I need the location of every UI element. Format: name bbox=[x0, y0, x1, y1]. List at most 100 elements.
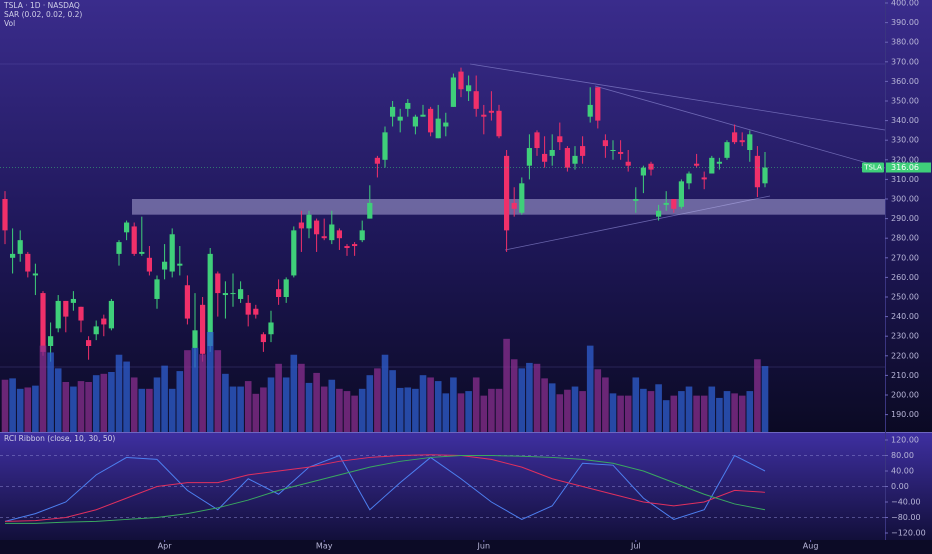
y-tick-label: 340.00 bbox=[891, 116, 919, 125]
y-tick-label: 370.00 bbox=[891, 57, 919, 66]
volume-bar bbox=[16, 388, 24, 432]
volume-bar bbox=[617, 395, 624, 432]
candle-body bbox=[739, 140, 745, 143]
y-tick-label: 230.00 bbox=[891, 332, 919, 341]
volume-bar bbox=[298, 363, 305, 432]
volume-bar bbox=[244, 381, 252, 432]
candle-body bbox=[25, 253, 31, 272]
volume-bar bbox=[465, 391, 472, 432]
volume-bar bbox=[130, 377, 138, 432]
candle-body bbox=[716, 161, 722, 164]
candle-body bbox=[321, 236, 327, 239]
volume-bar bbox=[571, 386, 579, 432]
volume-bar bbox=[594, 369, 602, 432]
volume-bar bbox=[39, 345, 47, 432]
volume-bar bbox=[343, 391, 351, 432]
candle-body bbox=[397, 116, 403, 121]
volume-bar bbox=[450, 377, 457, 432]
volume-bar bbox=[609, 393, 617, 432]
volume-bar bbox=[503, 338, 510, 432]
y-tick-label: 310.00 bbox=[891, 175, 919, 184]
candle-body bbox=[268, 322, 274, 335]
volume-bar bbox=[100, 373, 108, 432]
x-tick-label: Aug bbox=[803, 542, 819, 551]
volume-bar bbox=[472, 377, 480, 432]
volume-bar bbox=[434, 381, 442, 432]
candle-body bbox=[762, 167, 768, 184]
volume-bar bbox=[328, 379, 336, 432]
volume-bar bbox=[738, 395, 746, 432]
candle-body bbox=[276, 289, 282, 297]
volume-bar bbox=[9, 378, 16, 432]
volume-bar bbox=[754, 359, 761, 432]
y-tick-label: 280.00 bbox=[891, 234, 919, 243]
candle-body bbox=[184, 285, 190, 319]
volume-bar bbox=[419, 375, 427, 432]
candle-body bbox=[526, 148, 532, 166]
candle-body bbox=[314, 220, 320, 235]
volume-bar bbox=[320, 386, 328, 432]
volume-bar bbox=[723, 391, 731, 432]
volume-bar bbox=[541, 378, 548, 432]
volume-bar bbox=[708, 386, 716, 432]
volume-bar bbox=[77, 381, 85, 432]
volume-bar bbox=[640, 388, 647, 432]
candle-body bbox=[633, 199, 639, 201]
x-tick-label: Jun bbox=[477, 542, 491, 551]
candle-body bbox=[306, 214, 312, 229]
rci-tick-label: 0.00 bbox=[891, 482, 909, 491]
candle-body bbox=[169, 234, 175, 272]
rci-tick-label: −120.00 bbox=[891, 529, 926, 538]
candle-body bbox=[724, 142, 730, 158]
y-tick-label: 190.00 bbox=[891, 410, 919, 419]
volume-bar bbox=[533, 363, 541, 432]
vol-legend: Vol bbox=[4, 19, 15, 28]
candle-body bbox=[504, 155, 510, 231]
candle-body bbox=[549, 150, 555, 156]
candle-body bbox=[86, 340, 92, 346]
volume-bar bbox=[108, 372, 115, 432]
candle-body bbox=[2, 199, 8, 231]
y-tick-label: 360.00 bbox=[891, 77, 919, 86]
volume-bar bbox=[153, 377, 161, 432]
rci-line bbox=[4, 454, 766, 522]
candle-body bbox=[390, 106, 396, 117]
volume-bar bbox=[404, 387, 412, 432]
candle-body bbox=[215, 273, 221, 294]
candle-body bbox=[131, 226, 137, 254]
candle-body bbox=[420, 114, 426, 117]
candle-body bbox=[496, 110, 502, 137]
candle-body bbox=[192, 330, 198, 348]
volume-bar bbox=[199, 354, 206, 432]
candle-body bbox=[656, 210, 662, 217]
volume-bar bbox=[678, 391, 685, 432]
candle-body bbox=[200, 304, 206, 354]
volume-bar bbox=[222, 373, 229, 432]
candle-body bbox=[580, 146, 586, 156]
volume-bar bbox=[123, 361, 130, 432]
candle-body bbox=[572, 155, 578, 164]
y-tick-label: 270.00 bbox=[891, 253, 919, 262]
candle-body bbox=[162, 261, 168, 270]
volume-bar bbox=[366, 375, 374, 432]
volume-bar bbox=[267, 377, 275, 432]
volume-bar bbox=[32, 385, 39, 432]
volume-bar bbox=[548, 383, 556, 432]
volume-bar bbox=[161, 365, 168, 432]
candle-body bbox=[222, 293, 228, 296]
x-tick-label: May bbox=[316, 542, 333, 551]
time-axis bbox=[0, 540, 932, 550]
candle-body bbox=[10, 253, 16, 258]
candle-body bbox=[63, 300, 69, 317]
candle-body bbox=[542, 153, 548, 162]
rci-tick-label: 40.00 bbox=[891, 467, 914, 476]
y-tick-label: 290.00 bbox=[891, 214, 919, 223]
candle-body bbox=[78, 306, 84, 321]
candle-body bbox=[283, 279, 289, 297]
candle-body bbox=[564, 148, 570, 168]
rci-tick-label: −40.00 bbox=[891, 498, 921, 507]
volume-bar bbox=[305, 382, 313, 432]
candle-body bbox=[93, 326, 99, 335]
candle-body bbox=[678, 181, 684, 207]
